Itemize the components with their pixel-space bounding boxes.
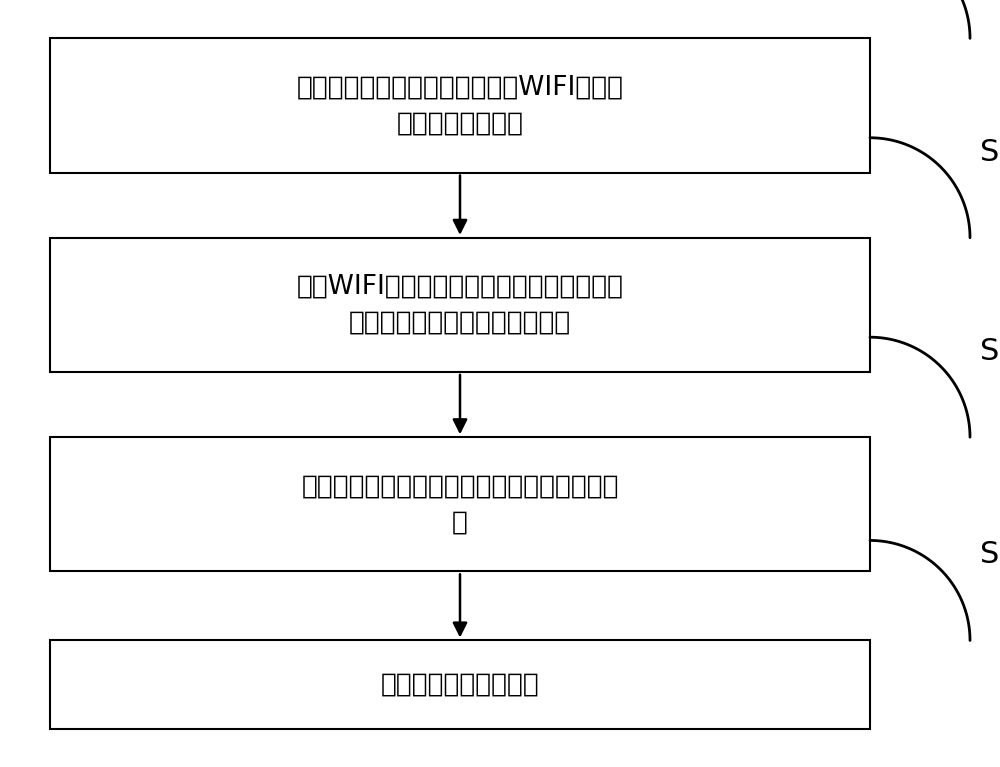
Text: 通过WIFI向移动终端发送控制页面，控制页
面中包含本设备可行的控制方案: 通过WIFI向移动终端发送控制页面，控制页 面中包含本设备可行的控制方案: [296, 274, 624, 336]
Bar: [50, 38, 870, 173]
Text: S23: S23: [980, 337, 1000, 366]
Bar: [50, 640, 870, 729]
Bar: [50, 437, 870, 571]
Bar: [50, 238, 870, 372]
Text: S24: S24: [980, 541, 1000, 569]
Text: 通过灯光音响一体化设备自带的WIFI装置与
移动终端建立连接: 通过灯光音响一体化设备自带的WIFI装置与 移动终端建立连接: [296, 74, 624, 137]
Text: S22: S22: [980, 138, 1000, 166]
Text: 从移动终端接收客户对控制方案选择的操作指
示: 从移动终端接收客户对控制方案选择的操作指 示: [301, 473, 619, 535]
Text: 根据操作指示进行调节: 根据操作指示进行调节: [381, 672, 539, 697]
